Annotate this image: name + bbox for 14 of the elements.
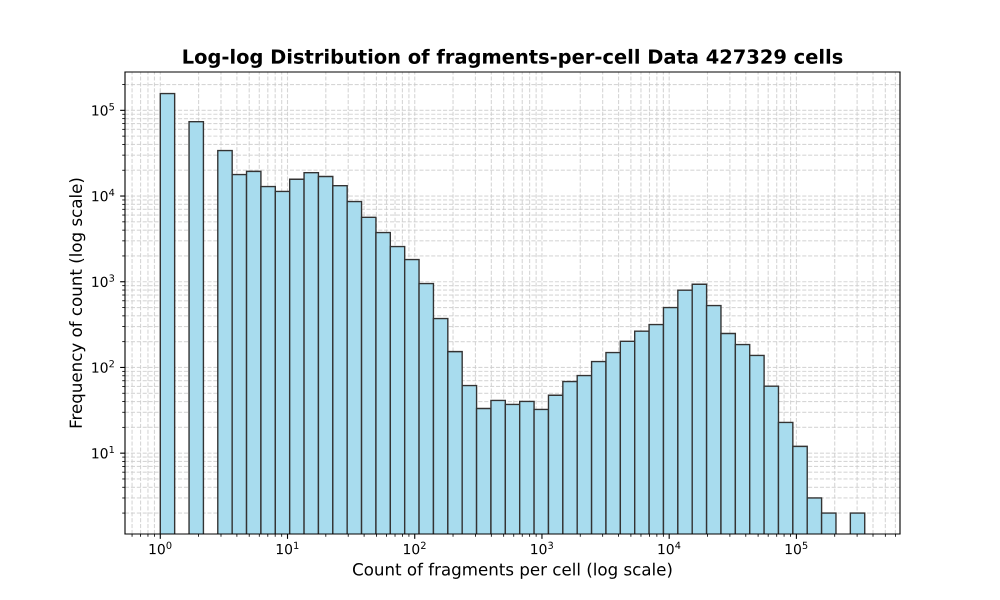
y-tick-label: 10$^{5}$ xyxy=(92,103,114,116)
x-axis-title: Count of fragments per cell (log scale) xyxy=(353,562,672,579)
x-tick-label: 10$^{3}$ xyxy=(531,542,553,554)
y-tick-label: 10$^{4}$ xyxy=(92,188,114,202)
chart-title: Log-log Distribution of fragments-per-cell Data 427329 cells xyxy=(184,48,842,68)
x-tick-label: 10$^{2}$ xyxy=(404,542,426,554)
y-tick-label: 10$^{2}$ xyxy=(92,360,114,373)
y-tick-label: 10$^{1}$ xyxy=(92,446,114,459)
x-tick-label: 10$^{0}$ xyxy=(150,542,172,554)
x-tick-label: 10$^{5}$ xyxy=(786,542,808,554)
y-axis-title: Frequency of count (log scale) xyxy=(69,178,86,428)
x-tick-label: 10$^{1}$ xyxy=(276,542,298,554)
x-tick-label: 10$^{4}$ xyxy=(658,542,680,554)
y-tick-label: 10$^{3}$ xyxy=(92,274,114,288)
